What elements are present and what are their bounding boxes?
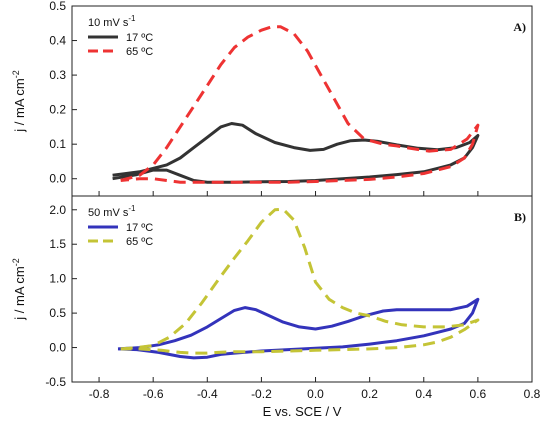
y-axis-title-superscript: -2 bbox=[11, 258, 21, 266]
x-tick-label: 0.4 bbox=[415, 387, 432, 401]
y-axis-title-text: j / mA cm bbox=[12, 266, 27, 320]
x-tick-label: -0.8 bbox=[89, 387, 110, 401]
y-tick-label: 1.0 bbox=[49, 272, 66, 286]
y-tick-label: 0.0 bbox=[49, 172, 66, 186]
panel-a: 0.0 0.1 0.2 0.3 0.4 0.5 10 mV s-1 17 ºC 65 ºC A) j… bbox=[11, 0, 533, 197]
legend-title-text: 10 mV s bbox=[88, 17, 129, 29]
legend-title-superscript: -1 bbox=[128, 204, 136, 213]
y-axis-title-superscript: -2 bbox=[11, 70, 21, 78]
y-tick-label: 0.0 bbox=[49, 341, 66, 355]
legend-title: 50 mV s-1 bbox=[88, 204, 136, 219]
legend-title-text: 50 mV s bbox=[88, 207, 129, 219]
x-tick-label: -0.2 bbox=[251, 387, 272, 401]
x-axis-title: E vs. SCE / V bbox=[263, 404, 342, 419]
y-axis-title-text: j / mA cm bbox=[12, 78, 27, 132]
y-tick-label: 2.0 bbox=[49, 203, 66, 217]
legend-label: 17 ºC bbox=[126, 222, 153, 234]
series-line-65c-1 bbox=[120, 207, 480, 355]
y-tick-label: 0.5 bbox=[49, 306, 66, 320]
legend-label: 65 ºC bbox=[126, 236, 153, 248]
y-tick-label: 0.4 bbox=[49, 34, 66, 48]
panel-label: B) bbox=[514, 210, 526, 224]
legend-title: 10 mV s-1 bbox=[88, 14, 136, 29]
x-tick-label: -0.6 bbox=[143, 387, 164, 401]
legend-title-superscript: -1 bbox=[128, 14, 136, 23]
x-tick-label: 0.2 bbox=[361, 387, 378, 401]
x-tick-label: 0.0 bbox=[307, 387, 324, 401]
y-tick-label: 0.3 bbox=[49, 68, 66, 82]
y-tick-label: 1.5 bbox=[49, 237, 66, 251]
series-line-17c-0 bbox=[117, 297, 480, 360]
y-tick-label: -0.5 bbox=[45, 375, 66, 389]
x-tick-label: 0.8 bbox=[524, 387, 541, 401]
x-tick-label: -0.4 bbox=[197, 387, 218, 401]
y-axis-title: j / mA cm-2 bbox=[11, 70, 27, 132]
panel-label: A) bbox=[513, 20, 526, 34]
y-tick-label: 0.5 bbox=[49, 0, 66, 13]
y-tick-label: 0.1 bbox=[49, 137, 66, 151]
legend-label: 17 ºC bbox=[126, 32, 153, 44]
y-tick-label: 0.2 bbox=[49, 103, 66, 117]
y-axis-title: j / mA cm-2 bbox=[11, 258, 27, 320]
plot-frame bbox=[71, 195, 533, 383]
x-tick-label: 0.6 bbox=[470, 387, 487, 401]
series-line-65c-1 bbox=[120, 25, 480, 184]
panel-b: -0.5 0.0 0.5 1.0 1.5 2.0 -0.8 -0.6 -0.4 -0.2 0.0 0.… bbox=[11, 195, 541, 419]
legend-label: 65 ºC bbox=[126, 46, 153, 58]
